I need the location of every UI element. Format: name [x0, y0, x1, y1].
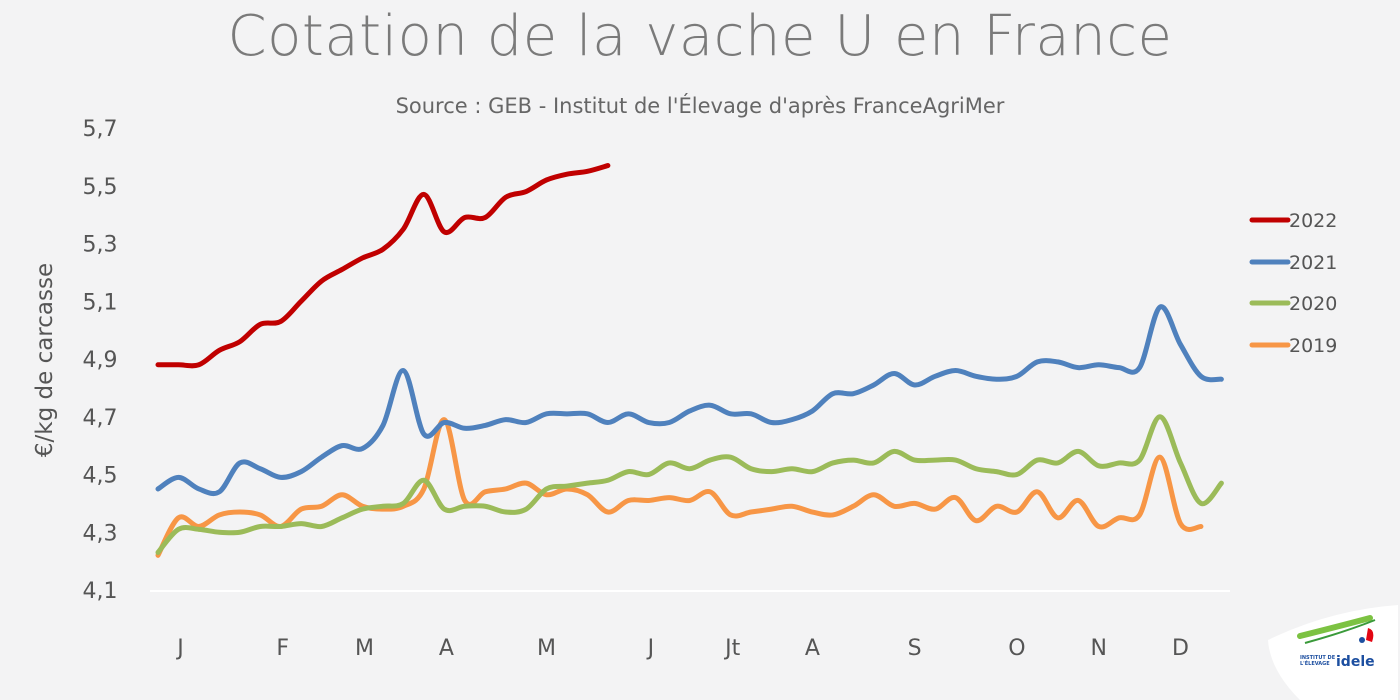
chart-title: Cotation de la vache U en France: [227, 4, 1173, 69]
x-tick-label: S: [908, 636, 922, 661]
chart-subtitle: Source : GEB - Institut de l'Élevage d'a…: [395, 94, 1005, 118]
y-tick-label: 4,9: [83, 348, 118, 373]
y-tick-label: 5,7: [83, 117, 118, 142]
legend-label: 2019: [1289, 335, 1337, 357]
idele-logo: INSTITUT DE L'ÉLEVAGE idele: [1268, 605, 1398, 700]
svg-text:INSTITUT DE: INSTITUT DE: [1300, 655, 1336, 661]
svg-text:idele: idele: [1336, 654, 1375, 670]
x-tick-label: F: [276, 636, 289, 661]
y-tick-label: 5,5: [83, 175, 118, 200]
series-line-2020: [155, 414, 1224, 555]
x-tick-label: A: [805, 636, 820, 661]
series-line-2022: [155, 163, 611, 369]
series-line-2021: [155, 304, 1224, 497]
legend-label: 2021: [1289, 252, 1337, 274]
x-tick-label: D: [1172, 636, 1189, 661]
x-tick-label: O: [1008, 636, 1025, 661]
y-axis-label: €/kg de carcasse: [32, 263, 58, 457]
x-tick-label: J: [646, 636, 655, 661]
x-tick-label: A: [439, 636, 454, 661]
y-tick-label: 5,1: [83, 290, 118, 315]
x-tick-label: Jt: [723, 636, 740, 661]
series-line-2019: [155, 417, 1204, 558]
y-tick-label: 5,3: [83, 233, 118, 258]
x-tick-label: M: [537, 636, 556, 661]
legend-label: 2020: [1289, 293, 1337, 315]
x-tick-label: M: [355, 636, 374, 661]
y-tick-label: 4,1: [83, 579, 118, 604]
x-tick-label: J: [175, 636, 184, 661]
y-tick-label: 4,3: [83, 521, 118, 546]
legend-label: 2022: [1289, 210, 1337, 232]
x-tick-label: N: [1090, 636, 1106, 661]
svg-text:L'ÉLEVAGE: L'ÉLEVAGE: [1300, 659, 1330, 667]
y-tick-label: 4,5: [83, 464, 118, 489]
y-tick-label: 4,7: [83, 406, 118, 431]
